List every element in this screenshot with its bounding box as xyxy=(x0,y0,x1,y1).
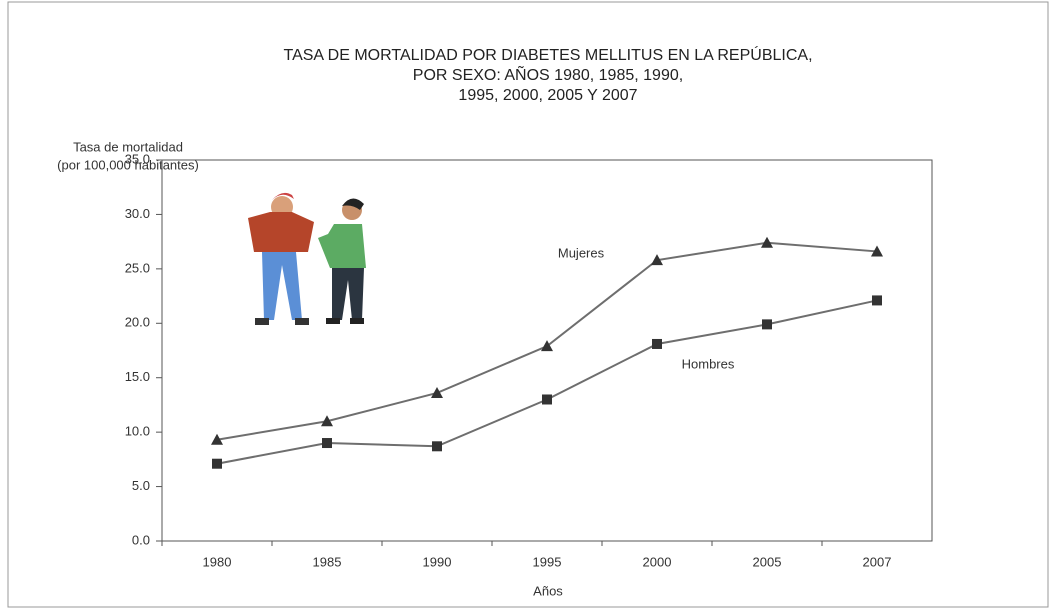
marker xyxy=(652,339,662,349)
marker xyxy=(431,387,443,398)
series-line xyxy=(217,300,877,463)
y-tick-label: 20.0 xyxy=(125,315,150,330)
y-tick-label: 5.0 xyxy=(132,478,150,493)
series-label: Mujeres xyxy=(558,245,605,260)
chart-title: 1995, 2000, 2005 Y 2007 xyxy=(458,87,637,104)
y-tick-label: 35.0 xyxy=(125,151,150,166)
series-label: Hombres xyxy=(682,356,735,371)
y-tick-label: 15.0 xyxy=(125,369,150,384)
x-tick-label: 1995 xyxy=(533,554,562,569)
marker xyxy=(872,295,882,305)
chart: TASA DE MORTALIDAD POR DIABETES MELLITUS… xyxy=(0,0,1057,609)
x-tick-label: 2000 xyxy=(643,554,672,569)
person-pants xyxy=(332,268,364,320)
marker xyxy=(542,394,552,404)
illustration xyxy=(248,193,366,325)
x-tick-label: 2005 xyxy=(753,554,782,569)
x-tick-label: 1985 xyxy=(313,554,342,569)
person-shoe xyxy=(255,318,269,325)
y-tick-label: 10.0 xyxy=(125,424,150,439)
marker xyxy=(212,459,222,469)
x-tick-label: 1990 xyxy=(423,554,452,569)
x-tick-label: 1980 xyxy=(203,554,232,569)
marker xyxy=(762,319,772,329)
person-shirt xyxy=(318,224,366,268)
person-shoe xyxy=(326,318,340,324)
chart-title: POR SEXO: AÑOS 1980, 1985, 1990, xyxy=(413,64,683,84)
marker xyxy=(432,441,442,451)
y-tick-label: 25.0 xyxy=(125,260,150,275)
person-shoe xyxy=(295,318,309,325)
marker xyxy=(322,438,332,448)
person-jeans xyxy=(262,252,302,320)
x-tick-label: 2007 xyxy=(863,554,892,569)
x-axis-label: Años xyxy=(533,583,563,598)
chart-title: TASA DE MORTALIDAD POR DIABETES MELLITUS… xyxy=(283,45,812,64)
person-shoe xyxy=(350,318,364,324)
y-tick-label: 0.0 xyxy=(132,532,150,547)
y-tick-label: 30.0 xyxy=(125,206,150,221)
